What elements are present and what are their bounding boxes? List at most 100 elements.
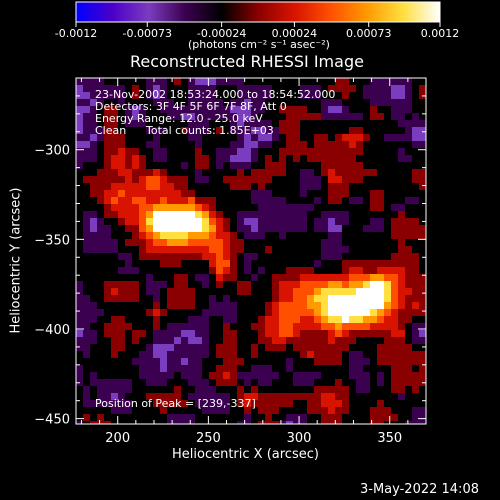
heatmap-cell <box>125 393 133 401</box>
heatmap-cell <box>279 211 287 219</box>
heatmap-cell <box>321 106 329 114</box>
heatmap-cell <box>328 323 336 331</box>
heatmap-cell <box>335 358 343 366</box>
heatmap-cell <box>139 316 147 324</box>
heatmap-cell <box>188 134 196 142</box>
heatmap-cell <box>363 141 371 149</box>
heatmap-cell <box>97 421 105 424</box>
heatmap-cell <box>272 190 280 198</box>
heatmap-cell <box>398 232 406 240</box>
heatmap-cell <box>272 211 280 219</box>
heatmap-cell <box>174 162 182 170</box>
heatmap-cell <box>363 302 371 310</box>
heatmap-cell <box>237 78 245 86</box>
heatmap-cell <box>328 407 336 415</box>
heatmap-cell <box>195 386 203 394</box>
heatmap-cell <box>272 120 280 128</box>
heatmap-cell <box>419 302 426 310</box>
colorbar-tick-label: 0.00024 <box>272 27 318 40</box>
heatmap-cell <box>272 85 280 93</box>
heatmap-cell <box>377 323 385 331</box>
heatmap-cell <box>384 344 392 352</box>
heatmap-cell <box>167 274 175 282</box>
heatmap-cell <box>181 281 189 289</box>
heatmap-cell <box>237 113 245 121</box>
heatmap-cell <box>160 169 168 177</box>
heatmap-cell <box>174 134 182 142</box>
heatmap-cell <box>279 239 287 247</box>
heatmap-cell <box>111 148 119 156</box>
heatmap-cell <box>230 407 238 415</box>
heatmap-cell <box>279 169 287 177</box>
heatmap-cell <box>349 414 357 422</box>
heatmap-cell <box>335 316 343 324</box>
heatmap-cell <box>286 372 294 380</box>
heatmap-cell <box>258 169 266 177</box>
heatmap-cell <box>244 386 252 394</box>
heatmap-cell <box>90 162 98 170</box>
heatmap-cell <box>251 197 259 205</box>
heatmap-cell <box>160 134 168 142</box>
heatmap-cell <box>349 232 357 240</box>
heatmap-cell <box>321 141 329 149</box>
heatmap-cell <box>216 134 224 142</box>
heatmap-cell <box>237 127 245 135</box>
heatmap-cell <box>412 190 420 198</box>
heatmap-cell <box>139 169 147 177</box>
heatmap-cell <box>216 120 224 128</box>
heatmap-cell <box>111 253 119 261</box>
heatmap-cell <box>118 414 126 422</box>
heatmap-cell <box>237 176 245 184</box>
heatmap-cell <box>118 78 126 86</box>
heatmap-cell <box>132 169 140 177</box>
heatmap-cell <box>146 99 154 107</box>
heatmap-cell <box>314 344 322 352</box>
heatmap-cell <box>125 239 133 247</box>
heatmap-cell <box>104 148 112 156</box>
heatmap-cell <box>132 92 140 100</box>
heatmap-cell <box>90 204 98 212</box>
heatmap-cell <box>181 106 189 114</box>
heatmap-cell <box>125 134 133 142</box>
heatmap-cell <box>174 351 182 359</box>
heatmap-cell <box>195 407 203 415</box>
heatmap-cell <box>90 197 98 205</box>
heatmap-cell <box>230 372 238 380</box>
heatmap-cell <box>405 141 413 149</box>
heatmap-cell <box>328 330 336 338</box>
heatmap-cell <box>405 92 413 100</box>
heatmap-cell <box>104 141 112 149</box>
heatmap-cell <box>328 85 336 93</box>
heatmap-cell <box>160 414 168 422</box>
heatmap-cell <box>146 225 154 233</box>
heatmap-cell <box>384 155 392 163</box>
heatmap-cell <box>104 281 112 289</box>
heatmap-cell <box>370 337 378 345</box>
heatmap-cell <box>300 176 308 184</box>
heatmap-cell <box>342 281 350 289</box>
heatmap-cell <box>286 99 294 107</box>
heatmap-cell <box>279 78 287 86</box>
heatmap-cell <box>97 78 105 86</box>
heatmap-cell <box>293 295 301 303</box>
heatmap-cell <box>279 113 287 121</box>
heatmap-cell <box>349 393 357 401</box>
heatmap-cell <box>153 365 161 373</box>
heatmap-cell <box>139 78 147 86</box>
heatmap-cell <box>153 155 161 163</box>
heatmap-cell <box>370 92 378 100</box>
heatmap-cell <box>419 330 426 338</box>
heatmap-cell <box>160 106 168 114</box>
heatmap-cell <box>160 421 168 424</box>
heatmap-cell <box>216 211 224 219</box>
heatmap-cell <box>83 372 91 380</box>
heatmap-cell <box>342 323 350 331</box>
heatmap-cell <box>412 393 420 401</box>
heatmap-cell <box>188 323 196 331</box>
heatmap-cell <box>111 134 119 142</box>
heatmap-cell <box>90 169 98 177</box>
heatmap-cell <box>370 239 378 247</box>
heatmap-cell <box>377 204 385 212</box>
heatmap-cell <box>90 155 98 163</box>
heatmap-cell <box>174 218 182 226</box>
